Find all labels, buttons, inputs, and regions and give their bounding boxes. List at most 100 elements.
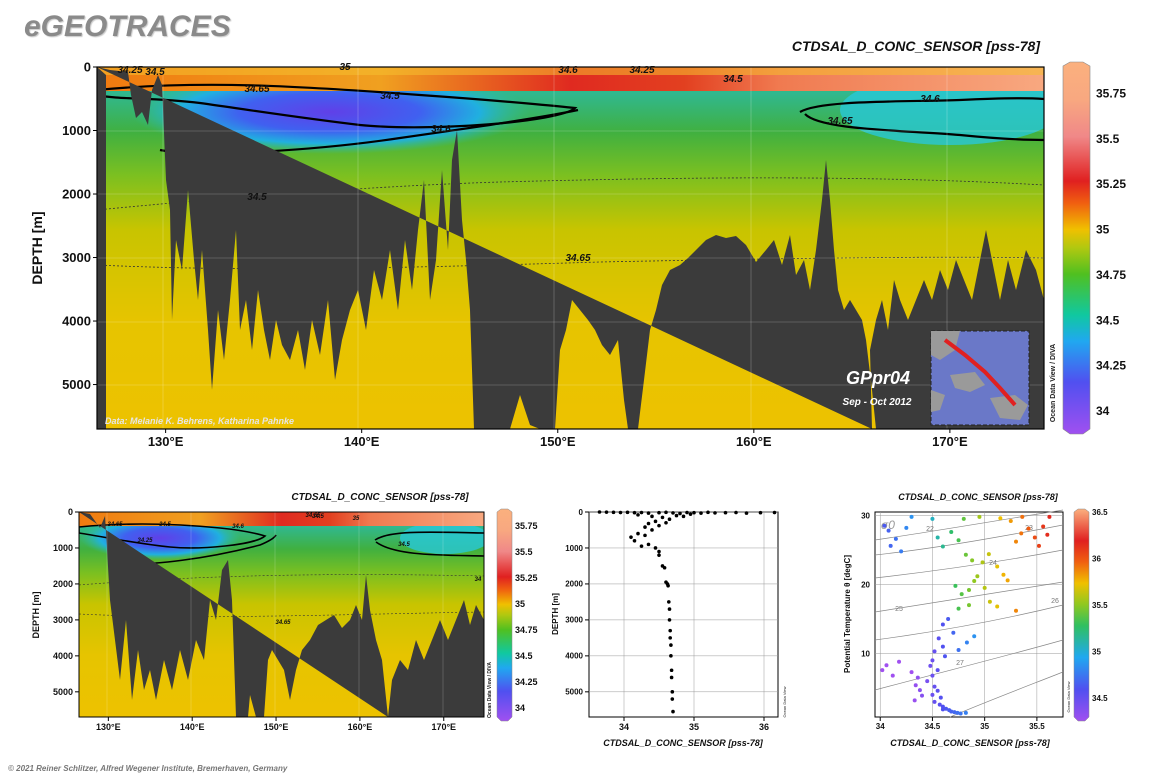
profile-point	[629, 535, 633, 539]
main-colorbar-tick-label: 34	[1096, 404, 1110, 418]
profile-point	[734, 510, 738, 515]
small-contour-label: 34.5	[159, 522, 171, 528]
ts-colorbar-tick-label: 34.5	[1092, 694, 1108, 703]
ts-point	[1014, 608, 1018, 613]
ts-point	[953, 583, 958, 588]
profile-point	[618, 510, 623, 515]
ts-point	[904, 525, 909, 530]
ts-x-axis-label: CTDSAL_D_CONC_SENSOR [pss-78]	[890, 738, 1051, 748]
ts-grid	[875, 512, 1063, 717]
small-y-tick-label: 1000	[53, 543, 73, 553]
profile-y-tick-label: 4000	[565, 652, 583, 661]
ts-point	[1019, 531, 1024, 536]
ts-point	[972, 634, 977, 639]
profile-point	[664, 520, 668, 525]
ts-colorbar-tick-label: 35	[1092, 648, 1101, 657]
profile-point	[667, 517, 672, 521]
main-contour-label: 34.25	[629, 65, 654, 76]
main-y-tick-label: 1000	[62, 123, 91, 138]
main-contour-label: 34.5	[723, 74, 743, 85]
main-contour-label: 34.5	[247, 192, 267, 203]
profile-point	[669, 643, 673, 647]
profile-point	[657, 549, 661, 554]
profile-point	[653, 546, 658, 550]
profile-x-axis-label: CTDSAL_D_CONC_SENSOR [pss-78]	[603, 738, 764, 748]
main-y-tick-label: 5000	[62, 377, 91, 392]
profile-y-axis-label: DEPTH [m]	[551, 593, 560, 635]
profile-point	[604, 510, 609, 514]
main-contour-346	[97, 177, 1044, 211]
ts-point	[963, 710, 968, 715]
ts-point	[930, 658, 935, 663]
main-y-tick-label: 4000	[62, 314, 91, 329]
profile-points	[597, 510, 777, 714]
ts-point	[958, 711, 963, 716]
main-east-low-salinity	[840, 75, 1044, 145]
profile-point	[639, 510, 644, 515]
profile-point	[713, 511, 717, 515]
ts-point	[1041, 524, 1046, 529]
small-title: CTDSAL_D_CONC_SENSOR [pss-78]	[291, 492, 469, 503]
profile-y-tick-label: 5000	[565, 688, 583, 697]
profile-point	[667, 607, 672, 611]
profile-point	[667, 618, 672, 622]
main-colorbar-tick-label: 35.75	[1096, 86, 1126, 100]
main-bathymetry	[97, 67, 1044, 429]
profile-x-tick-label: 34	[619, 722, 629, 732]
ts-point	[886, 528, 891, 533]
profile-point	[692, 510, 696, 515]
main-contour-label: 34.25	[117, 65, 142, 76]
profile-point	[669, 675, 674, 680]
profile-point	[688, 512, 693, 516]
ts-point	[917, 688, 922, 693]
small-contour-345-east	[375, 541, 484, 557]
ts-point	[956, 538, 961, 543]
ts-point	[935, 668, 940, 673]
ts-point	[959, 592, 964, 597]
ts-point	[1032, 535, 1037, 540]
main-colorbar	[1062, 61, 1091, 435]
ts-point	[920, 693, 924, 698]
main-contour-3465	[799, 97, 1044, 113]
profile-x-tick-label: 36	[759, 722, 769, 732]
small-colorbar-tick-label: 34	[515, 703, 525, 713]
ts-y-ticks: 10 20 30	[861, 511, 870, 658]
ts-point	[956, 606, 961, 611]
small-contour-3465	[374, 531, 484, 541]
small-x-tick-label: 150°E	[264, 722, 289, 732]
isopycnal-27	[874, 639, 1064, 691]
ts-point	[928, 663, 933, 668]
ts-point	[940, 622, 945, 627]
ts-point	[932, 699, 937, 704]
ts-point	[936, 636, 941, 641]
ts-isopycnal-label: 26	[1051, 598, 1059, 605]
main-colorbar-tick-label: 34.5	[1096, 313, 1120, 327]
ts-point	[893, 536, 898, 541]
profile-frame	[588, 511, 779, 718]
main-frame	[96, 66, 1045, 430]
profile-point	[669, 654, 673, 658]
small-contour-label: 35	[353, 516, 360, 522]
small-x-ticks: 130°E 140°E 150°E 160°E 170°E	[96, 717, 456, 732]
ts-point	[951, 630, 956, 635]
ts-point	[946, 616, 951, 621]
profile-point	[597, 510, 602, 514]
ts-point	[986, 552, 991, 557]
small-contour-label: 34.25	[137, 538, 153, 544]
ts-title: CTDSAL_D_CONC_SENSOR [pss-78]	[898, 492, 1059, 502]
small-y-tick-label: 3000	[53, 615, 73, 625]
ts-point	[940, 644, 945, 649]
ts-colorbar-side-label: Ocean Data View	[1066, 681, 1071, 712]
isopycnal-26	[874, 604, 1064, 641]
small-colorbar-tick-label: 35.75	[515, 521, 538, 531]
small-x-tick-label: 140°E	[180, 722, 205, 732]
ts-point	[1005, 578, 1010, 583]
ts-isopycnal-label: 22	[926, 526, 934, 533]
ts-point	[884, 663, 889, 668]
small-grid	[106, 512, 444, 717]
ts-point	[944, 706, 949, 711]
profile-point	[646, 511, 651, 515]
main-land-left	[97, 67, 106, 429]
profile-point	[699, 511, 703, 515]
